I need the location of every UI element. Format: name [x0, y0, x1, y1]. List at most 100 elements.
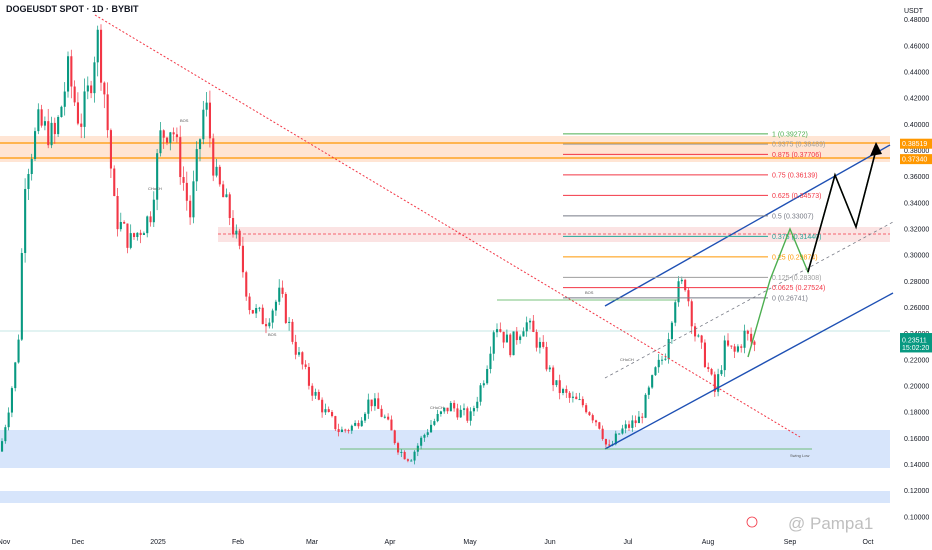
candle-body	[149, 216, 152, 223]
candle-body	[730, 345, 733, 347]
candle-body	[43, 121, 46, 126]
channel-mid-line	[604, 221, 894, 379]
candle-body	[73, 86, 76, 103]
candle-body	[360, 420, 363, 427]
candle-body	[311, 385, 314, 396]
candle-body	[700, 335, 703, 343]
candle-body	[476, 401, 479, 409]
candle-body	[199, 139, 202, 150]
candle-body	[152, 199, 155, 223]
candle-body	[535, 331, 538, 348]
candle-body	[255, 307, 258, 314]
fib-level-label: 0.9375 (0.38489)	[772, 142, 825, 149]
candle-body	[390, 419, 393, 431]
fib-level-label: 0.875 (0.37706)	[772, 152, 821, 159]
x-tick-label: Sep	[784, 539, 797, 546]
candle-body	[317, 391, 320, 400]
fibonacci-levels: 1 (0.39272) 0.9375 (0.38489) 0.875 (0.3770…	[563, 131, 825, 302]
y-tick-label: 0.26000	[904, 305, 929, 312]
candle-body	[195, 149, 198, 182]
candle-body	[439, 411, 442, 414]
candle-body	[694, 326, 697, 337]
candle-body	[238, 230, 241, 246]
candle-body	[34, 131, 37, 159]
y-tick-label: 0.16000	[904, 436, 929, 443]
candle-body	[301, 352, 304, 365]
candle-body	[166, 137, 169, 143]
candle-body	[274, 301, 277, 311]
candle-body	[347, 430, 350, 432]
candle-body	[423, 434, 426, 438]
price-label-text: 15:02:20	[902, 345, 929, 352]
y-tick-label: 0.42000	[904, 96, 929, 103]
chart-title: DOGEUSDT SPOT · 1D · BYBIT	[6, 4, 139, 14]
candle-body	[142, 233, 145, 236]
descending-trendline	[94, 14, 801, 438]
candle-body	[380, 408, 383, 417]
y-tick-label: 0.10000	[904, 514, 929, 521]
price-label-text: 0.23511	[902, 338, 927, 345]
candle-body	[248, 296, 251, 311]
candle-body	[486, 368, 489, 384]
candle-body	[1, 441, 4, 452]
candle-body	[156, 153, 159, 200]
candle-body	[670, 322, 673, 340]
y-tick-label: 0.20000	[904, 384, 929, 391]
y-tick-label: 0.34000	[904, 200, 929, 207]
x-tick-label: Jul	[624, 539, 633, 546]
candle-body	[496, 329, 499, 333]
candle-body	[664, 358, 667, 360]
candle-body	[430, 424, 433, 433]
annotation-choch: CHoCH	[430, 405, 444, 410]
candle-body	[123, 221, 126, 224]
candle-body	[697, 335, 700, 337]
candle-body	[258, 307, 261, 309]
candle-body	[14, 362, 17, 389]
candle-body	[604, 439, 607, 445]
candle-body	[446, 407, 449, 412]
bolt-icon	[746, 516, 758, 528]
x-tick-label: Aug	[702, 539, 715, 546]
candle-body	[307, 366, 310, 386]
candle-body	[456, 408, 459, 418]
watermark: @ Pampa1	[788, 514, 873, 533]
candle-body	[397, 443, 400, 453]
candle-body	[228, 194, 231, 219]
candle-body	[393, 430, 396, 444]
candle-body	[189, 200, 192, 218]
x-tick-label: Feb	[232, 539, 244, 546]
candle-body	[4, 427, 7, 442]
candle-body	[100, 29, 103, 83]
candle-body	[472, 408, 475, 412]
candle-body	[690, 301, 693, 327]
candle-body	[545, 346, 548, 370]
candle-body	[106, 94, 109, 131]
candle-body	[235, 230, 238, 235]
y-tick-label: 0.38000	[904, 148, 929, 155]
candle-body	[713, 374, 716, 392]
y-tick-label: 0.46000	[904, 43, 929, 50]
candle-body	[370, 399, 373, 407]
candle-body	[27, 174, 30, 189]
candle-body	[634, 420, 637, 424]
candle-body	[202, 109, 205, 140]
candle-body	[268, 322, 271, 327]
candle-body	[314, 391, 317, 396]
price-label-box	[900, 335, 932, 346]
candle-body	[522, 331, 525, 337]
candle-body	[179, 137, 182, 178]
x-tick-label: Jun	[544, 539, 555, 546]
candle-body	[129, 233, 132, 248]
candle-body	[684, 279, 687, 291]
candle-body	[657, 359, 660, 368]
candle-body	[133, 233, 136, 238]
candle-body	[512, 331, 515, 356]
annotation-bos: BOS	[268, 332, 277, 337]
candle-body	[538, 341, 541, 348]
candle-body	[37, 109, 40, 132]
fib-level-label: 0.625 (0.34573)	[772, 193, 821, 200]
candle-body	[172, 132, 175, 135]
candle-body	[192, 181, 195, 218]
candle-body	[350, 425, 353, 431]
